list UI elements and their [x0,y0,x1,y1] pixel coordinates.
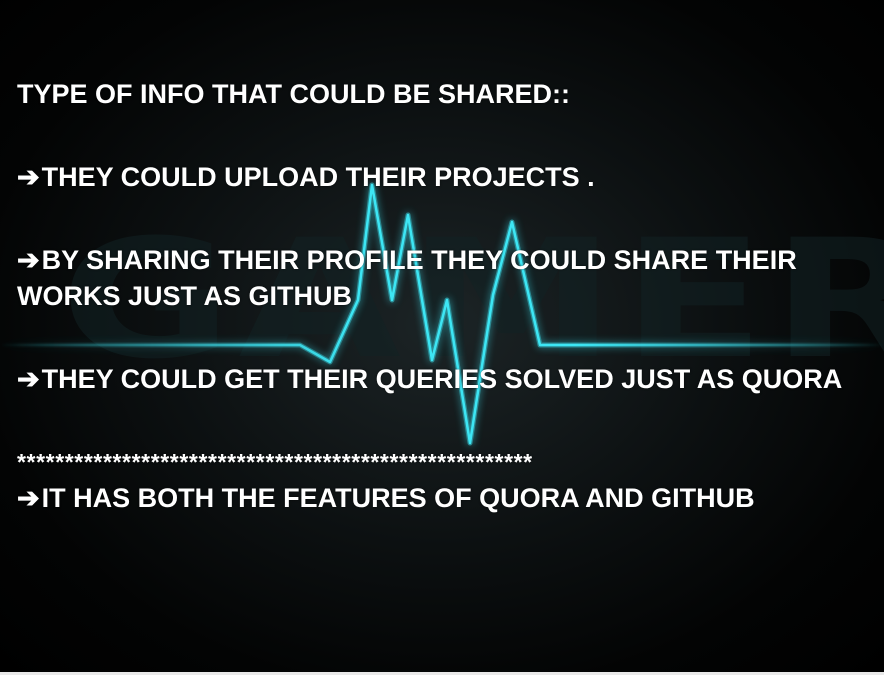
arrow-icon: ➔ [17,364,40,394]
arrow-icon: ➔ [17,162,40,192]
bullet-3-text: THEY COULD GET THEIR QUERIES SOLVED JUST… [41,364,843,394]
bullet-1: ➔THEY COULD UPLOAD THEIR PROJECTS . [17,159,877,195]
slide-heading: TYPE OF INFO THAT COULD BE SHARED:: [17,79,570,109]
bottom-edge [0,672,884,675]
bullet-2: ➔BY SHARING THEIR PROFILE THEY COULD SHA… [17,242,877,314]
bullet-1-text: THEY COULD UPLOAD THEIR PROJECTS . [41,162,595,192]
pulse-line [0,183,884,445]
separator-stars: ****************************************… [17,449,533,475]
background-word: GAMER [60,203,884,396]
bullet-2-text: BY SHARING THEIR PROFILE THEY COULD SHAR… [17,245,797,311]
arrow-icon: ➔ [17,245,40,275]
bullet-3: ➔THEY COULD GET THEIR QUERIES SOLVED JUS… [17,361,877,397]
conclusion: ➔IT HAS BOTH THE FEATURES OF QUORA AND G… [17,480,877,516]
arrow-icon: ➔ [17,483,40,513]
slide-content: TYPE OF INFO THAT COULD BE SHARED:: ➔THE… [17,76,877,516]
conclusion-text: IT HAS BOTH THE FEATURES OF QUORA AND GI… [41,483,755,513]
